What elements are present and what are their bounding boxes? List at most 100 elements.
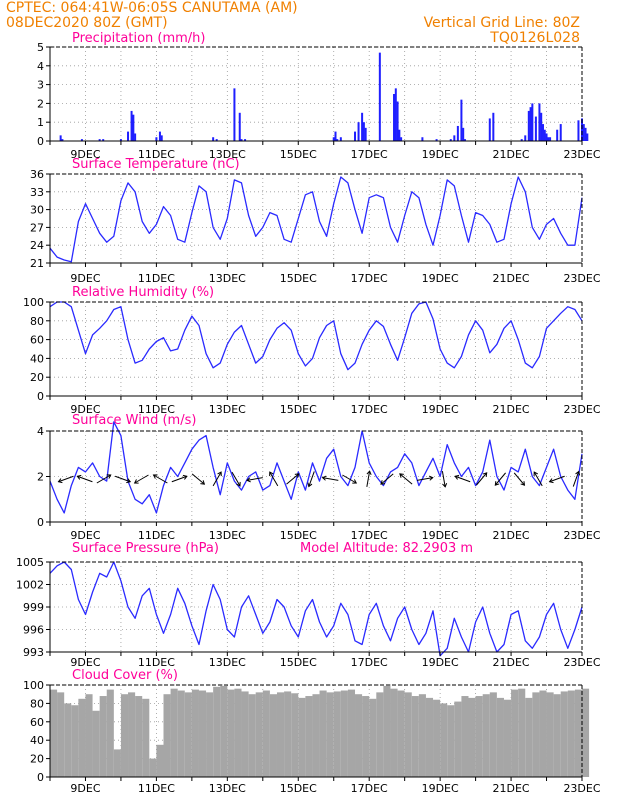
x-tick-label: 15DEC <box>280 148 317 161</box>
wind-arrow <box>441 471 446 487</box>
x-tick-label: 15DEC <box>280 529 317 542</box>
wind-arrow <box>549 475 565 483</box>
cloud-bar <box>503 699 512 777</box>
cloud-bar <box>71 705 79 777</box>
cloud-bar <box>99 696 107 777</box>
y-tick-label: 33 <box>30 186 44 199</box>
header-date: 08DEC2020 80Z (GMT) <box>6 15 168 31</box>
precip-bar <box>582 124 585 141</box>
precip-bar <box>435 139 438 141</box>
precip-bar <box>362 122 365 141</box>
wind-arrow-head <box>380 480 386 485</box>
cloud-bar <box>404 692 412 777</box>
cloud-bar <box>369 698 377 777</box>
wind-arrow-head <box>321 475 327 481</box>
cloud-bar <box>539 690 547 777</box>
x-tick-label: 23DEC <box>563 403 600 416</box>
pressure-title: Surface Pressure (hPa) <box>72 541 219 556</box>
cloud-bar <box>461 696 469 777</box>
precip-bar <box>378 52 381 141</box>
precip-title: Precipitation (mm/h) <box>72 31 205 46</box>
wind-arrow-head <box>399 473 404 478</box>
pressure-altitude-note: Model Altitude: 82.2903 m <box>300 541 473 556</box>
precip-panel: 0 1 2 3 4 5 9DEC 11DEC 13DEC 15DEC 17DEC 19DEC 21DEC… <box>37 41 601 161</box>
cloud-bar <box>475 696 483 777</box>
cloud-bar <box>120 694 129 777</box>
wind-arrow <box>322 477 339 481</box>
precip-bar <box>357 122 360 141</box>
x-tick-label: 9DEC <box>70 148 100 161</box>
precip-bar <box>354 131 357 141</box>
x-tick-label: 23DEC <box>563 782 600 795</box>
cloud-bar <box>362 696 370 777</box>
y-tick-label: 3 <box>37 79 44 92</box>
cloud-bar <box>255 692 263 777</box>
y-tick-label: 0 <box>37 135 44 148</box>
precip-bar <box>584 127 587 141</box>
precip-bar <box>59 135 62 141</box>
x-tick-label: 9DEC <box>70 403 100 416</box>
humidity-series-line <box>49 301 583 371</box>
wind-arrow-head <box>366 470 372 476</box>
wind-arrow <box>476 472 488 486</box>
precip-bar <box>336 139 339 141</box>
cloud-bar <box>57 692 65 777</box>
wind-arrow-head <box>106 474 112 479</box>
wind-arrow <box>96 474 111 484</box>
cloud-bar <box>489 692 497 777</box>
cloud-bar <box>106 689 114 777</box>
wind-arrow <box>513 472 525 486</box>
cloud-bar <box>85 694 93 777</box>
cloud-bar <box>525 697 533 777</box>
cloud-bar <box>433 699 441 777</box>
cloud-panel: 0 20 40 60 80 100 9DEC 11DEC 13DEC 15DEC 17DEC 19DE… <box>23 679 601 795</box>
x-tick-label: 19DEC <box>422 782 459 795</box>
cloud-bar <box>284 691 292 777</box>
wind-arrow-head <box>269 471 274 477</box>
precip-bar <box>80 139 83 141</box>
wind-series-line <box>49 421 583 514</box>
precip-bar <box>462 127 465 141</box>
cloud-bar <box>298 697 306 777</box>
y-tick-label: 1002 <box>16 579 44 592</box>
y-tick-label: 80 <box>30 697 44 710</box>
x-tick-label: 19DEC <box>422 403 459 416</box>
wind-arrow-head <box>494 481 500 486</box>
cloud-bar <box>191 689 199 777</box>
cloud-bar <box>383 685 391 777</box>
x-tick-label: 23DEC <box>563 148 600 161</box>
y-tick-label: 2 <box>37 97 44 110</box>
cloud-bar <box>574 689 582 777</box>
y-tick-label: 80 <box>30 315 44 328</box>
x-tick-label: 17DEC <box>351 272 388 285</box>
precip-bar <box>132 114 135 141</box>
precip-bar <box>119 139 122 141</box>
wind-arrow-head <box>294 473 300 478</box>
y-tick-label: 40 <box>30 734 44 747</box>
cloud-bar <box>411 696 419 777</box>
y-tick-label: 4 <box>37 60 44 73</box>
precip-bar <box>102 139 105 141</box>
wind-arrow-head <box>352 479 358 484</box>
wind-arrow-head <box>236 481 241 487</box>
cloud-bar <box>128 692 136 777</box>
wind-arrow-head <box>442 482 448 488</box>
x-tick-label: 9DEC <box>70 272 100 285</box>
precip-bar <box>556 129 559 141</box>
y-tick-label: 2 <box>37 471 44 484</box>
precip-bar <box>134 133 137 141</box>
cloud-bar <box>291 693 299 777</box>
x-tick-label: 11DEC <box>138 148 175 161</box>
y-tick-label: 60 <box>30 716 44 729</box>
x-tick-label: 17DEC <box>351 656 388 669</box>
x-tick-label: 9DEC <box>70 782 100 795</box>
cloud-bar <box>567 690 575 777</box>
cloud-bar <box>64 703 72 777</box>
x-tick-label: 13DEC <box>209 656 246 669</box>
y-tick-label: 996 <box>23 624 44 637</box>
x-tick-label: 23DEC <box>563 656 600 669</box>
precip-bar <box>453 135 456 141</box>
wind-arrow-head <box>246 477 251 483</box>
y-tick-label: 60 <box>30 334 44 347</box>
x-tick-label: 15DEC <box>280 782 317 795</box>
